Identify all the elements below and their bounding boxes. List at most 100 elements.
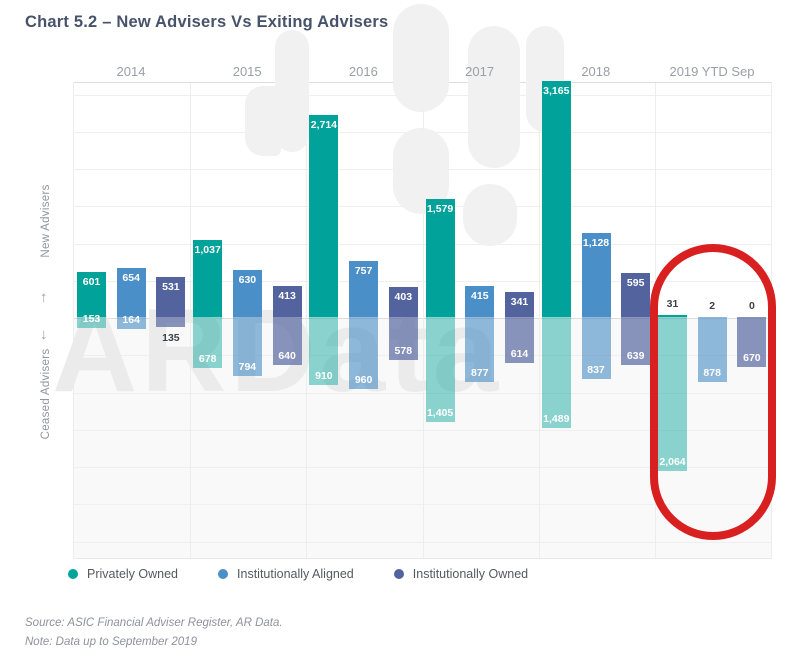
bar-value-new: 341 [510, 295, 529, 308]
bar-value-new: 654 [122, 272, 140, 285]
data-note: Note: Data up to September 2019 [25, 636, 197, 648]
year-label-2015: 2015 [232, 64, 262, 79]
gridline [74, 429, 771, 431]
bar-ceased-2017-institutionally-aligned [465, 317, 495, 383]
bar-new-2015-institutionally-aligned [232, 270, 262, 317]
bar-value-ceased: 794 [238, 361, 257, 374]
bar-ceased-2016-institutionally-aligned [349, 317, 379, 389]
chart-title: Chart 5.2 – New Advisers Vs Exiting Advi… [25, 13, 389, 31]
bar-new-2015-privately-owned [193, 239, 223, 317]
bar-ceased-2015-privately-owned [193, 317, 223, 368]
bar-ceased-2016-privately-owned [309, 317, 339, 385]
bar-new-2015-institutionally-owned [272, 286, 302, 317]
bar-value-ceased: 670 [743, 351, 761, 364]
year-label-2018: 2018 [581, 64, 611, 79]
bar-ceased-2018-institutionally-owned [621, 317, 651, 365]
baseline [74, 318, 771, 319]
gridline [74, 467, 771, 468]
bar-new-2017-institutionally-owned [505, 291, 534, 317]
legend-item-privately-owned: Privately Owned [68, 567, 178, 581]
bar-ceased-2014-institutionally-aligned [116, 317, 146, 330]
bar-value-ceased: 639 [626, 349, 645, 362]
bar-ceased-2019-institutionally-aligned [697, 317, 727, 383]
year-label-2019: 2019 YTD Sep [669, 64, 755, 79]
group-separator [539, 83, 540, 558]
bar-value-new: 415 [471, 290, 489, 303]
bar-ceased-2017-institutionally-owned [505, 317, 534, 363]
bar-value-new: 1,128 [582, 236, 610, 249]
gridline [74, 355, 771, 357]
bar-ceased-2019-privately-owned [658, 317, 687, 471]
footer: Source: ASIC Financial Adviser Register,… [25, 614, 283, 652]
bar-value-ceased: 837 [587, 364, 605, 377]
bar-value-ceased: 678 [198, 352, 217, 365]
bar-value-new: 1,037 [194, 243, 221, 256]
group-separator [190, 83, 191, 558]
bar-new-2017-privately-owned [425, 199, 455, 317]
bar-new-2014-institutionally-owned [156, 277, 186, 317]
legend-label: Institutionally Aligned [237, 567, 354, 581]
bar-new-2019-privately-owned [658, 314, 687, 317]
bar-value-new: 2,714 [310, 118, 338, 131]
bar-value-ceased: 153 [82, 313, 101, 326]
bar-value-new: 413 [278, 290, 296, 303]
down-arrow-icon: ↓ [40, 326, 48, 343]
bar-value-ceased: 640 [278, 349, 296, 362]
bar-ceased-2015-institutionally-aligned [232, 317, 262, 377]
bar-new-2017-institutionally-aligned [465, 286, 495, 317]
bar-value-ceased: 578 [394, 345, 413, 358]
legend-item-institutionally-aligned: Institutionally Aligned [218, 567, 354, 581]
year-label-2017: 2017 [465, 64, 495, 79]
bar-ceased-2016-institutionally-owned [388, 317, 418, 361]
bar-value-new: 531 [162, 281, 180, 294]
bar-ceased-2018-privately-owned [541, 317, 571, 428]
bar-value-ceased: 877 [471, 367, 489, 380]
bar-value-new: 1,579 [426, 203, 454, 216]
gridline [74, 280, 771, 282]
y-axis-label-ceased: Ceased Advisers [40, 348, 52, 440]
bar-value-ceased: 2,064 [659, 455, 686, 468]
group-separator [306, 83, 307, 558]
bar-ceased-2014-privately-owned [77, 317, 106, 329]
bar-value-ceased: 1,489 [543, 412, 570, 425]
bar-value-new: 3,165 [543, 85, 570, 98]
bar-ceased-2015-institutionally-owned [272, 317, 302, 365]
gridline [74, 243, 771, 245]
red-oval-annotation [650, 244, 776, 540]
year-label-2016: 2016 [348, 64, 378, 79]
legend: Privately Owned Institutionally Aligned In… [68, 567, 528, 581]
bar-new-2014-privately-owned [77, 272, 106, 317]
bar-value-new: 601 [82, 276, 101, 289]
year-label-2014: 2014 [116, 64, 146, 79]
bar-new-2016-institutionally-owned [388, 286, 418, 317]
bar-ceased-2017-privately-owned [425, 317, 455, 422]
bar-ceased-2014-institutionally-owned [156, 317, 186, 328]
bar-value-ceased: 910 [315, 369, 333, 382]
gridline [74, 541, 771, 543]
bar-value-ceased: 135 [162, 332, 180, 345]
bar-value-new: 403 [394, 290, 413, 303]
legend-dot-icon [68, 569, 78, 579]
source-note: Source: ASIC Financial Adviser Register,… [25, 617, 283, 629]
bar-value-ceased: 960 [354, 373, 373, 386]
bar-new-2018-privately-owned [541, 81, 571, 317]
legend-dot-icon [218, 569, 229, 579]
bar-value-ceased: 878 [703, 367, 721, 380]
bar-new-2016-privately-owned [309, 114, 339, 317]
legend-label: Institutionally Owned [412, 567, 529, 581]
group-separator [423, 83, 424, 558]
bar-value-ceased: 1,405 [426, 406, 454, 419]
bar-ceased-2019-institutionally-owned [737, 317, 767, 367]
legend-dot-icon [393, 569, 404, 579]
bar-value-ceased: 614 [510, 347, 529, 360]
gridline [74, 392, 771, 394]
bar-value-new: 630 [238, 274, 257, 287]
gridline [74, 504, 771, 506]
legend-item-institutionally-owned: Institutionally Owned [393, 567, 529, 581]
bar-new-2014-institutionally-aligned [116, 268, 146, 317]
bar-new-2018-institutionally-aligned [581, 232, 611, 317]
bar-ceased-2018-institutionally-aligned [581, 317, 611, 380]
up-arrow-icon: ↑ [40, 289, 48, 306]
bar-value-ceased: 164 [122, 314, 140, 327]
